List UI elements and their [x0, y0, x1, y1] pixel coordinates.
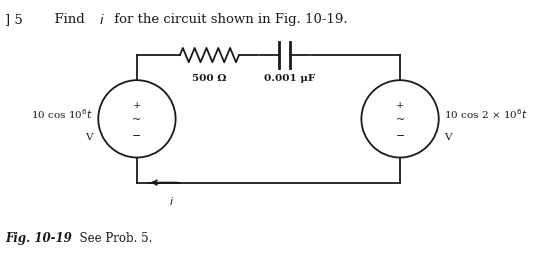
Text: Find: Find [46, 13, 89, 26]
Text: V: V [444, 132, 452, 141]
Text: ~: ~ [132, 114, 142, 124]
Text: ] 5: ] 5 [5, 13, 23, 26]
Text: for the circuit shown in Fig. 10-19.: for the circuit shown in Fig. 10-19. [110, 13, 348, 26]
Text: 500 Ω: 500 Ω [192, 74, 227, 83]
Text: 0.001 μF: 0.001 μF [264, 74, 316, 83]
Text: +: + [396, 100, 404, 109]
Text: Fig. 10-19: Fig. 10-19 [5, 231, 72, 244]
Text: ~: ~ [395, 114, 405, 124]
Text: 10 cos 10$^6$$t$: 10 cos 10$^6$$t$ [31, 107, 93, 120]
Text: V: V [85, 132, 93, 141]
Text: 10 cos 2 × 10$^6$$t$: 10 cos 2 × 10$^6$$t$ [444, 107, 528, 120]
Text: See Prob. 5.: See Prob. 5. [72, 231, 153, 244]
Text: $i$: $i$ [99, 13, 105, 27]
Text: +: + [133, 100, 141, 109]
Text: $i$: $i$ [169, 194, 175, 206]
Text: −: − [395, 131, 405, 140]
Text: −: − [132, 131, 142, 140]
